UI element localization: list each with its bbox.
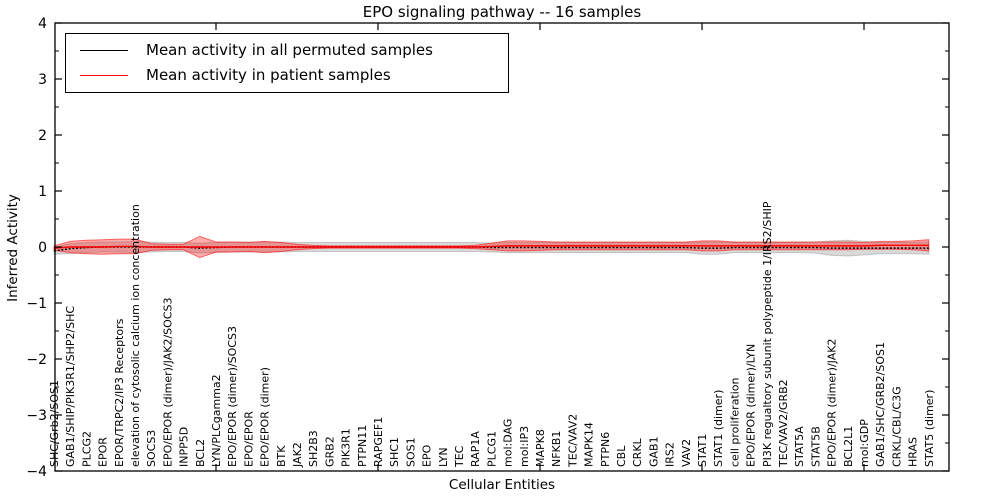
x-tick-label: EPO xyxy=(421,444,434,467)
x-tick-label: EPO/EPOR (dimer)/JAK2 xyxy=(826,339,839,467)
x-tick-label: JAK2 xyxy=(291,442,304,468)
x-tick-label: PTPN6 xyxy=(599,432,612,467)
x-tick-label: IRS2 xyxy=(664,442,677,467)
legend-label-permuted: Mean activity in all permuted samples xyxy=(146,41,433,59)
x-tick-label: MAPK14 xyxy=(583,422,596,467)
x-tick-label: BCL2 xyxy=(194,439,207,467)
legend-item-permuted: Mean activity in all permuted samples xyxy=(66,43,508,58)
patient-line-swatch xyxy=(80,75,128,76)
x-tick-label: PTPN11 xyxy=(356,425,369,467)
x-tick-label: PIK3R1 xyxy=(340,428,353,467)
x-tick-label: EPO/EPOR (dimer)/JAK2/SOCS3 xyxy=(161,298,174,467)
x-tick-label: SHC1 xyxy=(388,437,401,467)
x-tick-label: STAT5B xyxy=(809,426,822,467)
x-tick-label: STAT1 (dimer) xyxy=(712,390,725,467)
y-tick-label: −4 xyxy=(26,464,47,480)
y-tick-label: −3 xyxy=(26,408,47,424)
x-tick-label: mol:IP3 xyxy=(518,426,531,467)
permuted-line-swatch xyxy=(80,50,128,51)
x-tick-label: TEC/VAV2 xyxy=(566,414,579,468)
x-axis-title: Cellular Entities xyxy=(448,477,556,493)
x-tick-label: GAB1/SHC/GRB2/SOS1 xyxy=(874,342,887,467)
x-tick-label: PLCG1 xyxy=(485,431,498,467)
x-tick-label: PI3K regualtory subunit polypeptide 1/IR… xyxy=(761,201,774,467)
x-tick-label: SH2B3 xyxy=(307,430,320,467)
y-tick-label: 3 xyxy=(38,72,47,88)
x-tick-label: GRB2 xyxy=(323,436,336,467)
x-tick-label: HRAS xyxy=(907,437,920,467)
y-tick-label: 0 xyxy=(38,240,47,256)
x-tick-label: SOCS3 xyxy=(145,430,158,467)
y-tick-label: 1 xyxy=(38,184,47,200)
legend-label-patient: Mean activity in patient samples xyxy=(146,66,391,84)
y-tick-label: −1 xyxy=(26,296,47,312)
x-tick-label: STAT1 xyxy=(696,434,709,467)
legend-item-patient: Mean activity in patient samples xyxy=(66,68,508,83)
x-tick-label: cell proliferation xyxy=(728,377,741,467)
x-tick-label: EPO/EPOR xyxy=(242,411,255,467)
legend: Mean activity in all permuted samples Me… xyxy=(65,33,509,93)
permuted-mean-line xyxy=(53,246,929,252)
x-tick-label: STAT5 (dimer) xyxy=(923,390,936,467)
x-tick-label: CRKL xyxy=(631,437,644,467)
x-tick-label: mol:DAG xyxy=(502,419,515,467)
x-tick-label: EPOR xyxy=(97,437,110,467)
x-tick-label: SOS1 xyxy=(404,437,417,467)
x-tick-label: CBL xyxy=(615,445,628,467)
x-tick-label: STAT5A xyxy=(793,426,806,467)
x-tick-label: TEC/VAV2/GRB2 xyxy=(777,379,790,468)
x-tick-label: PLCG2 xyxy=(80,431,93,467)
x-tick-label: NFKB1 xyxy=(550,431,563,467)
x-tick-label: GAB1/SHIP/PIK3R1/SHP2/SHC xyxy=(64,306,77,467)
x-tick-label: MAPK8 xyxy=(534,429,547,467)
x-tick-label: elevation of cytosolic calcium ion conce… xyxy=(129,204,142,467)
x-tick-label: LYN/PLCgamma2 xyxy=(210,374,223,467)
y-tick-label: 4 xyxy=(38,16,47,32)
x-tick-label: mol:GDP xyxy=(858,419,871,467)
x-tick-label: BCL2L1 xyxy=(842,426,855,467)
x-tick-label: RAPGEF1 xyxy=(372,417,385,467)
x-tick-label: BTK xyxy=(275,445,288,467)
x-tick-label: CRKL/CBL/C3G xyxy=(890,386,903,467)
y-tick-label: 2 xyxy=(38,128,47,144)
x-tick-label: GAB1 xyxy=(647,436,660,467)
chart-title: EPO signaling pathway -- 16 samples xyxy=(362,3,642,21)
y-tick-label: −2 xyxy=(26,352,47,368)
x-tick-label: TEC xyxy=(453,445,466,468)
x-tick-label: LYN xyxy=(437,447,450,467)
x-tick-label: RAP1A xyxy=(469,431,482,467)
y-axis-title: Inferred Activity xyxy=(5,194,21,302)
x-tick-label: EPO/EPOR (dimer)/LYN xyxy=(745,344,758,467)
x-tick-label: VAV2 xyxy=(680,439,693,467)
x-tick-label: SHC/Grb2/SOS1 xyxy=(48,380,61,467)
patient-mean-line xyxy=(53,244,929,249)
x-tick-label: EPO/EPOR (dimer) xyxy=(259,367,272,467)
x-tick-label: EPOR/TRPC2/IP3 Receptors xyxy=(113,318,126,467)
x-tick-label: EPO/EPOR (dimer)/SOCS3 xyxy=(226,326,239,467)
x-tick-label: INPP5D xyxy=(178,427,191,467)
